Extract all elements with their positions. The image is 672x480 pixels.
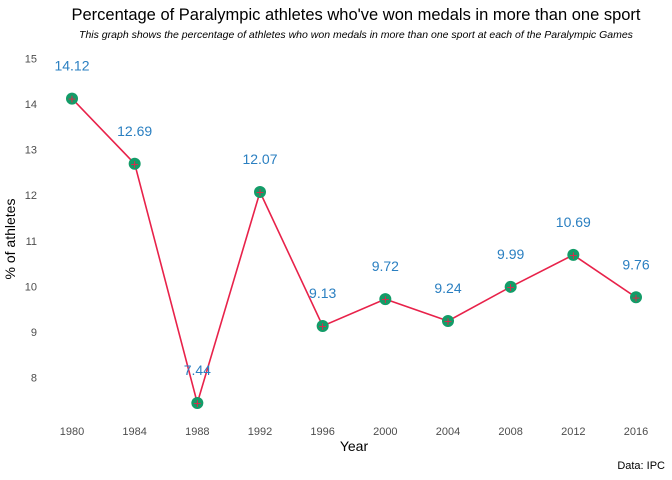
y-tick-label: 9 [31, 327, 37, 339]
data-point [191, 397, 204, 410]
point-marker: + [506, 281, 515, 294]
data-label: 9.72 [372, 258, 399, 274]
point-marker: + [381, 293, 390, 306]
y-tick-label: 8 [31, 373, 37, 385]
data-point [630, 291, 642, 304]
x-tick-label: 1996 [310, 426, 334, 438]
data-label: 14.12 [54, 58, 89, 74]
x-tick-label: 1992 [248, 426, 272, 438]
data-point [504, 280, 517, 293]
data-point [442, 314, 454, 327]
data-label: 7.44 [184, 362, 211, 378]
y-tick-label: 11 [26, 236, 37, 248]
data-point [379, 293, 392, 306]
y-tick-label: 13 [25, 145, 37, 157]
x-tick-label: 2000 [373, 426, 397, 438]
point-marker: + [318, 320, 327, 333]
point-marker: + [193, 397, 202, 410]
point-marker: + [443, 315, 452, 328]
x-tick-label: 2004 [436, 426, 460, 438]
y-tick-label: 15 [25, 54, 37, 66]
data-label: 10.69 [556, 214, 591, 230]
point-marker: + [569, 249, 578, 262]
series-line [71, 98, 637, 406]
chart-caption: Data: IPC [617, 460, 665, 472]
y-tick-label: 10 [25, 281, 37, 293]
data-label: 9.99 [497, 246, 524, 262]
chart-subtitle: This graph shows the percentage of athle… [79, 29, 634, 41]
data-labels: 14.12 12.69 7.44 12.07 9.13 9.72 9.24 9.99 10.69… [54, 58, 649, 378]
x-tick-label: 1988 [185, 426, 209, 438]
point-marker: + [631, 291, 640, 304]
data-label: 12.07 [242, 151, 277, 167]
y-tick-label: 12 [25, 190, 37, 202]
data-label: 9.13 [309, 285, 336, 301]
point-marker: + [255, 186, 264, 199]
data-label: 9.24 [434, 280, 461, 296]
data-point [567, 248, 580, 261]
data-label: 12.69 [117, 123, 152, 139]
chart-title: Percentage of Paralympic athletes who've… [71, 6, 640, 24]
data-point [254, 186, 266, 199]
x-axis-title: Year [340, 438, 369, 454]
data-point [128, 157, 141, 170]
point-marker: + [67, 93, 76, 106]
x-tick-label: 2012 [561, 426, 585, 438]
x-tick-label: 2016 [624, 426, 648, 438]
x-tick-label: 1984 [122, 426, 146, 438]
point-marker: + [130, 158, 139, 171]
data-point [316, 320, 329, 333]
y-tick-label: 14 [25, 99, 37, 111]
x-axis-ticks: 1980 1984 1988 1992 1996 2000 2004 2008 2012 2016 [60, 426, 648, 438]
x-tick-label: 2008 [498, 426, 522, 438]
y-axis-title: % of athletes [2, 199, 18, 280]
series-group: + + + + + + + + + + [66, 92, 642, 410]
data-point [66, 92, 78, 105]
x-tick-label: 1980 [60, 426, 84, 438]
y-axis-ticks: 8 9 10 11 12 13 14 15 [25, 54, 37, 385]
data-label: 9.76 [622, 256, 649, 272]
